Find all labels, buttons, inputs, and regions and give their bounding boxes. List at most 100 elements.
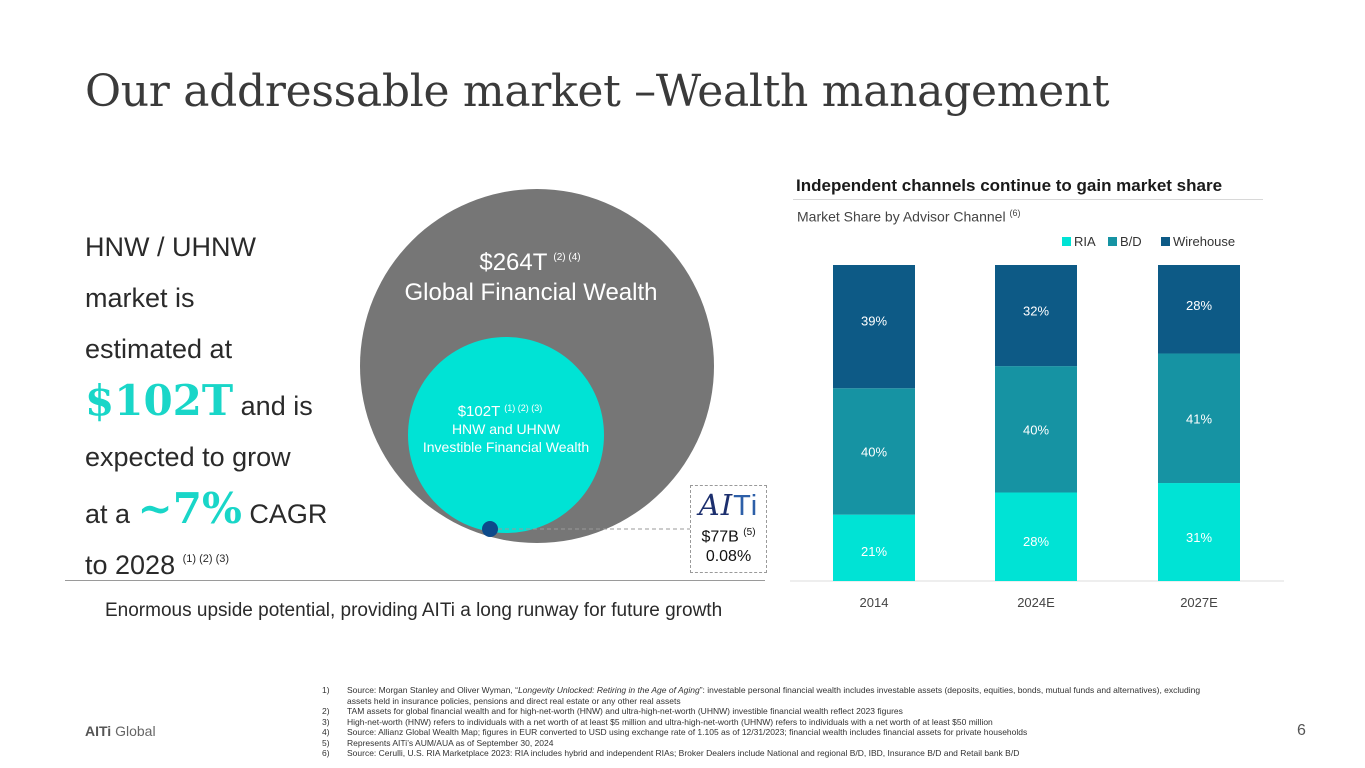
footnote-4: 4) Source: Allianz Global Wealth Map; fig… xyxy=(322,727,1202,738)
aiti-logo-a: AI xyxy=(698,488,734,522)
inner-refs: (1) (2) (3) xyxy=(504,403,542,413)
bar-wirehouse-2014 xyxy=(833,265,915,389)
footnote-text-italic: Longevity Unlocked: Retiring in the Age … xyxy=(517,685,700,695)
legend-label: RIA xyxy=(1074,234,1096,249)
bar-ria-2014 xyxy=(833,514,915,581)
footnote-number: 6) xyxy=(322,748,330,758)
bar-wirehouse-2024e xyxy=(995,265,1077,367)
legend-swatch-ria xyxy=(1062,237,1071,246)
footnote-text: Source: Morgan Stanley and Oliver Wyman,… xyxy=(347,685,1202,706)
aiti-aum-value: $77B xyxy=(701,528,739,546)
footnote-text: Represents AITi’s AUM/AUA as of Septembe… xyxy=(347,738,553,749)
bar-bd-2014 xyxy=(833,388,915,515)
hero-line-3: estimated at xyxy=(85,334,233,364)
legend-label: Wirehouse xyxy=(1173,234,1235,249)
aiti-callout-box: AITi $77B (5) 0.08% xyxy=(690,485,767,573)
bar-ria-2024e xyxy=(995,492,1077,581)
footnote-text-pre: Represents AITi’s AUM/AUA as of Septembe… xyxy=(347,737,554,748)
legend-label: B/D xyxy=(1120,234,1142,249)
data-label: 41% xyxy=(1186,411,1212,426)
footnote-3: 3) High-net-worth (HNW) refers to individ… xyxy=(322,717,1202,728)
data-label: 28% xyxy=(1023,534,1049,549)
chart-title: Independent channels continue to gain ma… xyxy=(796,176,1223,195)
legend-swatch-bd xyxy=(1108,237,1117,246)
footnote-number: 2) xyxy=(322,706,330,716)
aiti-logo: AITi xyxy=(691,488,766,523)
footnote-6: 6) Source: Cerulli, U.S. RIA Marketplace … xyxy=(322,748,1202,759)
market-share-chart: 21% 40% 39% 2014 28% 40% 32% 2024E 31% 41% 28% 2027… xyxy=(790,234,1284,610)
inner-value: $102T (1) (2) (3) xyxy=(458,403,543,420)
aiti-aum-ref: (5) xyxy=(743,527,756,538)
footer-brand-bold: AITi xyxy=(85,723,112,739)
inner-value-text: $102T xyxy=(458,403,501,420)
footnote-number: 1) xyxy=(322,685,330,695)
chart-subtitle: Market Share by Advisor Channel (6) xyxy=(797,208,1020,225)
hero-refs: (1) (2) (3) xyxy=(182,553,230,565)
footnote-text-pre: Source: Cerulli, U.S. RIA Marketplace 20… xyxy=(347,748,1020,758)
hero-line-1: HNW / UHNW xyxy=(85,232,256,262)
footnote-5: 5) Represents AITi’s AUM/AUA as of Septem… xyxy=(322,738,1202,749)
page-number: 6 xyxy=(1297,722,1306,739)
hero-line-6b: CAGR xyxy=(241,499,328,529)
footnote-text: High-net-worth (HNW) refers to individua… xyxy=(347,717,993,728)
footnote-number: 3) xyxy=(322,716,330,727)
hero-line-5: expected to grow xyxy=(85,442,291,472)
bar-bd-2027e xyxy=(1158,353,1240,484)
aiti-dot xyxy=(482,521,498,537)
footnote-1: 1) Source: Morgan Stanley and Oliver Wyma… xyxy=(322,685,1202,706)
aiti-market-share: 0.08% xyxy=(705,548,752,566)
data-label: 28% xyxy=(1186,298,1212,313)
chart-subtitle-ref: (6) xyxy=(1009,208,1021,218)
outer-value: $264T (2) (4) xyxy=(479,249,580,276)
section-divider xyxy=(65,580,765,581)
footnote-2: 2) TAM assets for global financial wealth… xyxy=(322,706,1202,717)
x-tick-label: 2024E xyxy=(1017,595,1055,610)
chart-title-rule xyxy=(793,199,1263,200)
bar-wirehouse-2027e xyxy=(1158,265,1240,354)
hero-growth-rate: ~7% xyxy=(137,484,242,533)
wealth-bubble-diagram: $264T (2) (4) Global Financial Wealth $10… xyxy=(360,189,714,543)
footnotes: 1) Source: Morgan Stanley and Oliver Wyma… xyxy=(322,685,1202,759)
legend-swatch-wirehouse xyxy=(1161,237,1170,246)
inner-label-2: Investible Financial Wealth xyxy=(423,439,589,455)
hero-line-7: to 2028 (1) (2) (3) xyxy=(85,540,355,591)
hero-market-value: $102T xyxy=(85,376,234,425)
hero-line-6: at a ~7% CAGR xyxy=(85,483,355,540)
outer-label: Global Financial Wealth xyxy=(404,279,657,306)
x-tick-label: 2027E xyxy=(1180,595,1218,610)
hnw-wealth-circle xyxy=(408,337,604,533)
tagline: Enormous upside potential, providing AIT… xyxy=(105,600,723,621)
footnote-text-pre: High-net-worth (HNW) refers to individua… xyxy=(347,716,993,727)
footnote-text: Source: Cerulli, U.S. RIA Marketplace 20… xyxy=(347,748,1019,759)
chart-subtitle-text: Market Share by Advisor Channel xyxy=(797,208,1006,225)
data-label: 21% xyxy=(861,544,887,559)
outer-value-text: $264T xyxy=(479,249,547,276)
data-label: 32% xyxy=(1023,304,1049,319)
data-label: 40% xyxy=(1023,422,1049,437)
footnote-text-pre: Source: Allianz Global Wealth Map; figur… xyxy=(347,727,1028,737)
hero-line-6a: at a xyxy=(85,499,138,529)
data-label: 40% xyxy=(861,444,887,459)
aiti-logo-b: Ti xyxy=(733,490,759,522)
footnote-text-pre: TAM assets for global financial wealth a… xyxy=(347,706,903,716)
page-title: Our addressable market –Wealth managemen… xyxy=(85,66,1110,117)
footnote-text-post: ”: investable personal financial wealth … xyxy=(347,685,1201,706)
hero-line-4-text: and is xyxy=(233,391,313,421)
x-tick-label: 2014 xyxy=(860,595,889,610)
footer-brand: AITi Global xyxy=(85,723,156,739)
footnote-number: 4) xyxy=(322,727,330,737)
hero-line-4: $102T and is xyxy=(85,375,355,432)
aiti-aum: $77B (5) xyxy=(691,523,766,547)
footnote-number: 5) xyxy=(322,737,330,748)
footnote-text: TAM assets for global financial wealth a… xyxy=(347,706,903,717)
data-label: 31% xyxy=(1186,530,1212,545)
bar-bd-2024e xyxy=(995,366,1077,493)
outer-refs: (2) (4) xyxy=(553,252,580,263)
inner-label-1: HNW and UHNW xyxy=(452,421,561,437)
data-label: 39% xyxy=(861,313,887,328)
footnote-text: Source: Allianz Global Wealth Map; figur… xyxy=(347,727,1027,738)
footer-brand-rest: Global xyxy=(111,723,156,739)
hero-statement: HNW / UHNW market is estimated at $102T … xyxy=(85,222,355,591)
bar-ria-2027e xyxy=(1158,483,1240,581)
footnote-text-pre: Source: Morgan Stanley and Oliver Wyman,… xyxy=(347,685,518,695)
